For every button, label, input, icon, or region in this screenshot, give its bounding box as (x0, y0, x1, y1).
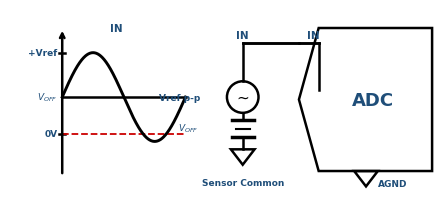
Text: $V_{OFF}$: $V_{OFF}$ (178, 122, 198, 135)
Text: IN: IN (307, 31, 320, 41)
Text: +Vref: +Vref (28, 49, 57, 58)
Text: 0V: 0V (44, 129, 57, 138)
Text: AGND: AGND (378, 179, 407, 188)
Text: IN: IN (236, 31, 249, 41)
Text: ADC: ADC (352, 92, 394, 109)
Text: IN: IN (110, 24, 123, 34)
Text: Sensor Common: Sensor Common (202, 178, 284, 187)
Text: $V_{OFF}$: $V_{OFF}$ (37, 91, 57, 104)
Text: Vref p-p: Vref p-p (159, 93, 200, 102)
Text: ~: ~ (236, 90, 249, 105)
